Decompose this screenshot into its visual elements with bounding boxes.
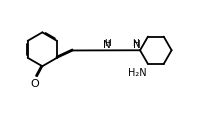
Text: H: H xyxy=(104,39,111,47)
Text: O: O xyxy=(30,78,39,88)
Text: H₂N: H₂N xyxy=(128,67,146,77)
Text: H: H xyxy=(133,39,139,47)
Text: N: N xyxy=(103,39,110,49)
Text: N: N xyxy=(133,40,141,50)
